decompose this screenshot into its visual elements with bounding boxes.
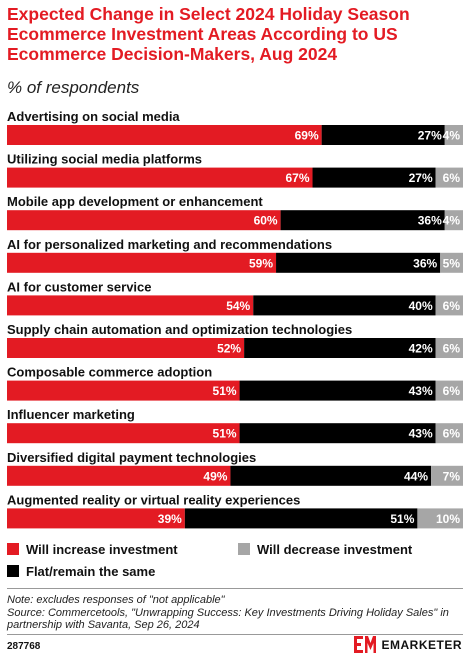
category-label: Advertising on social media [7,109,180,124]
bar-segment [7,125,322,145]
legend-item-flat: Flat/remain the same [7,564,155,579]
data-label: 42% [409,342,433,356]
bar-segment [239,380,436,401]
legend-swatch-increase [7,543,19,555]
category-label: Supply chain automation and optimization… [7,322,352,337]
category-label: Diversified digital payment technologies [7,450,256,465]
data-label: 6% [443,342,461,356]
bar-segment [7,423,240,444]
data-label: 39% [158,512,182,526]
data-label: 5% [443,256,461,270]
data-label: 60% [254,214,278,228]
chart-title: Expected Change in Select 2024 Holiday S… [7,4,410,64]
data-label: 6% [443,171,461,185]
data-label: 27% [418,129,442,143]
footer-notes: Note: excludes responses of "not applica… [7,594,465,632]
bar-segment [444,210,463,231]
bar-segment [435,295,463,316]
category-label: AI for personalized marketing and recomm… [7,237,332,252]
emarketer-logo-icon [354,636,377,653]
bar-segment [321,125,445,145]
data-label: 4% [443,214,461,228]
bar-segment [431,465,463,486]
data-label: 10% [436,512,460,526]
data-label: 36% [413,256,437,270]
data-label: 6% [443,384,461,398]
legend-label-decrease: Will decrease investment [257,542,413,557]
bar-segment [435,380,463,401]
bar-segment [7,252,277,273]
bar-segment [276,252,441,273]
legend-label-increase: Will increase investment [26,542,178,557]
category-label: Utilizing social media platforms [7,152,202,167]
source-text: Source: Commercetools, "Unwrapping Succe… [7,606,449,632]
data-label: 67% [285,171,309,185]
note-text: Note: excludes responses of "not applica… [7,594,225,606]
bar-segment [435,423,463,444]
data-label: 27% [409,171,433,185]
data-label: 43% [409,384,433,398]
category-label: Mobile app development or enhancement [7,194,263,209]
data-label: 69% [295,129,319,143]
footer-divider [7,588,463,589]
data-label: 51% [213,384,237,398]
legend-item-decrease: Will decrease investment [238,542,412,557]
legend-item-increase: Will increase investment [7,542,178,557]
data-label: 52% [217,342,241,356]
bar-segment [7,295,254,316]
bar-segment [312,167,436,188]
data-label: 44% [404,469,428,483]
bar-segment [435,167,463,188]
chart-id: 287768 [7,641,41,652]
bar-segment [239,423,436,444]
data-label: 7% [443,469,461,483]
data-label: 4% [443,129,461,143]
bar-segment [440,252,463,273]
bar-segment [7,465,231,486]
footer-divider-bottom [7,634,463,635]
data-label: 54% [226,299,250,313]
bar-segment [417,508,463,529]
bar-segment [7,210,281,231]
data-label: 6% [443,427,461,441]
bar-segment [7,167,313,188]
category-label: Influencer marketing [7,407,135,422]
brand-logo: EMARKETER [354,636,462,653]
bar-segment [253,295,436,316]
bar-segment [184,508,418,529]
legend-label-flat: Flat/remain the same [26,564,156,579]
bar-segment [280,210,445,231]
bar-segment [7,508,185,529]
data-label: 40% [409,299,433,313]
data-label: 49% [203,469,227,483]
bar-segment [230,465,432,486]
data-label: 51% [213,427,237,441]
legend-swatch-flat [7,565,19,577]
brand-name: EMARKETER [381,637,462,652]
legend-swatch-decrease [238,543,250,555]
data-label: 51% [390,512,414,526]
bar-segment [244,338,436,358]
data-label: 59% [249,256,273,270]
data-label: 6% [443,299,461,313]
data-label: 36% [418,214,442,228]
bar-segment [444,125,463,145]
bar-segment [7,338,245,358]
chart-subtitle: % of respondents [7,78,140,97]
bar-segment [7,380,240,401]
data-label: 43% [409,427,433,441]
category-label: Composable commerce adoption [7,365,212,380]
category-label: Augmented reality or virtual reality exp… [7,492,300,507]
bar-segment [435,338,463,358]
category-label: AI for customer service [7,279,152,294]
